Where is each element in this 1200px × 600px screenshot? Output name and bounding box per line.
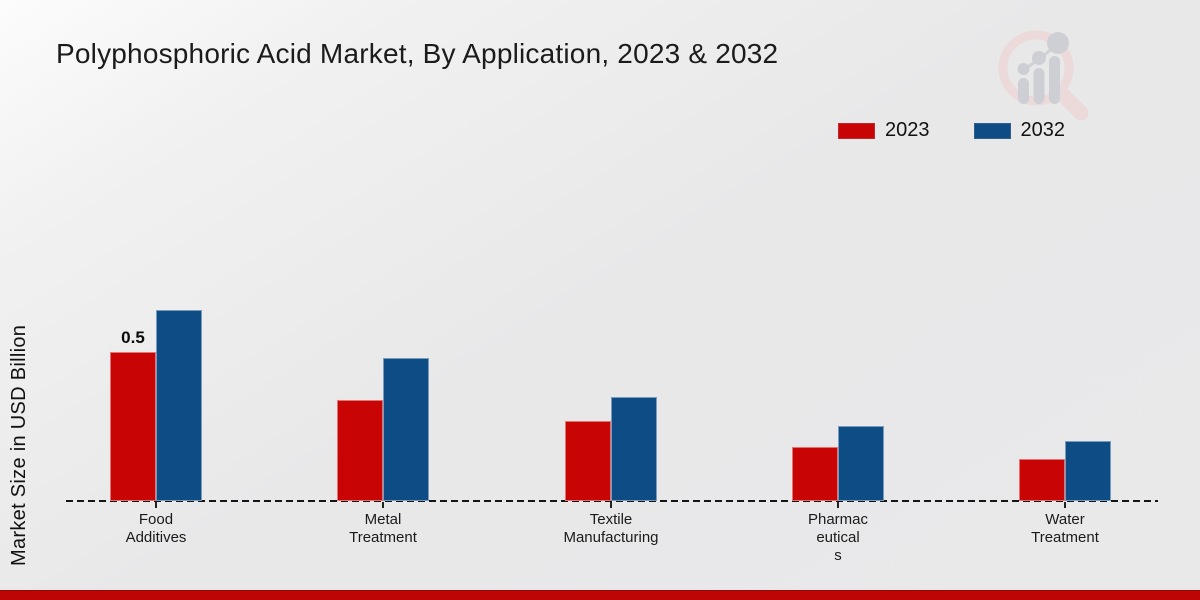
magnifier-bar-chart-logo-icon [998,30,1089,121]
x-category-label-line: Textile [589,511,633,528]
x-axis-tick [1064,502,1066,508]
x-category-label: Textile Manufacturing [541,511,681,547]
x-axis-tick [155,502,157,508]
footer-band [0,590,1200,600]
bar-2032-pharmaceuticals [838,426,884,501]
bar-2023-metal-treatment [337,400,383,501]
x-axis-tick [610,502,612,508]
x-category-label-line: Manufacturing [563,529,659,546]
legend-label: 2032 [1020,119,1066,141]
bar-2023-food-additives [110,352,156,501]
x-category-label-line: Water [1045,511,1085,528]
x-category-label-line: Metal [364,511,402,528]
x-category-label: Water Treatment [995,511,1135,547]
bar-2023-textile-manufacturing [565,421,611,501]
bar-2023-pharmaceuticals [792,447,838,501]
x-axis-tick [382,502,384,508]
legend-swatch [838,122,875,139]
x-category-label-line: eutical [816,529,860,546]
bar-2032-textile-manufacturing [611,397,657,501]
x-category-label-line: Additives [125,529,187,546]
x-category-label-line: Treatment [1031,529,1099,546]
x-category-label: Food Additives [86,511,226,547]
bar-2032-food-additives [156,310,202,501]
legend-item-2023: 2023 [838,119,930,142]
legend-item-2032: 2032 [973,119,1066,142]
x-axis-tick [837,502,839,508]
bar-2032-water-treatment [1065,441,1111,501]
legend-label: 2023 [885,119,930,141]
x-category-label-line: Pharmac [807,511,869,528]
bar-2032-metal-treatment [383,358,429,501]
chart-title: Polyphosphoric Acid Market, By Applicati… [56,38,779,69]
x-category-label-line: Food [138,511,174,528]
bar-value-label: 0.5 [121,328,145,347]
x-category-label-line: s [834,547,842,564]
legend-swatch [973,122,1011,139]
x-category-label: Metal Treatment [313,511,453,547]
x-category-label-line: Treatment [349,529,417,546]
x-axis-line [66,500,1158,502]
x-category-label: Pharmac eutical s [768,511,908,565]
bar-2023-water-treatment [1019,459,1065,501]
legend: 2023 2032 [838,119,1065,142]
